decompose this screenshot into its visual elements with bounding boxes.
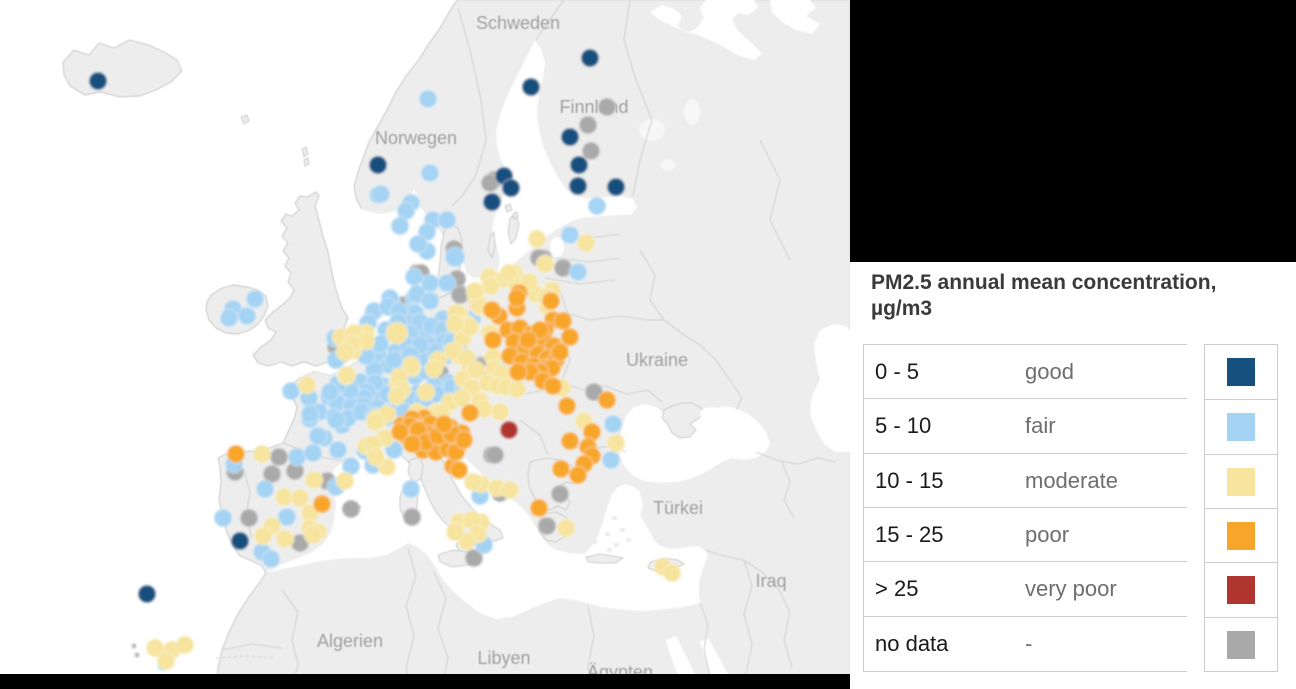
svg-text:Algerien: Algerien — [317, 631, 383, 651]
svg-text:Ukraine: Ukraine — [626, 350, 688, 370]
svg-text:Finnland: Finnland — [559, 97, 628, 117]
svg-text:Libyen: Libyen — [477, 648, 530, 668]
svg-text:Türkei: Türkei — [653, 498, 703, 518]
svg-text:Schweden: Schweden — [476, 13, 560, 33]
svg-text:Iraq: Iraq — [755, 571, 786, 591]
svg-text:Norwegen: Norwegen — [375, 128, 457, 148]
